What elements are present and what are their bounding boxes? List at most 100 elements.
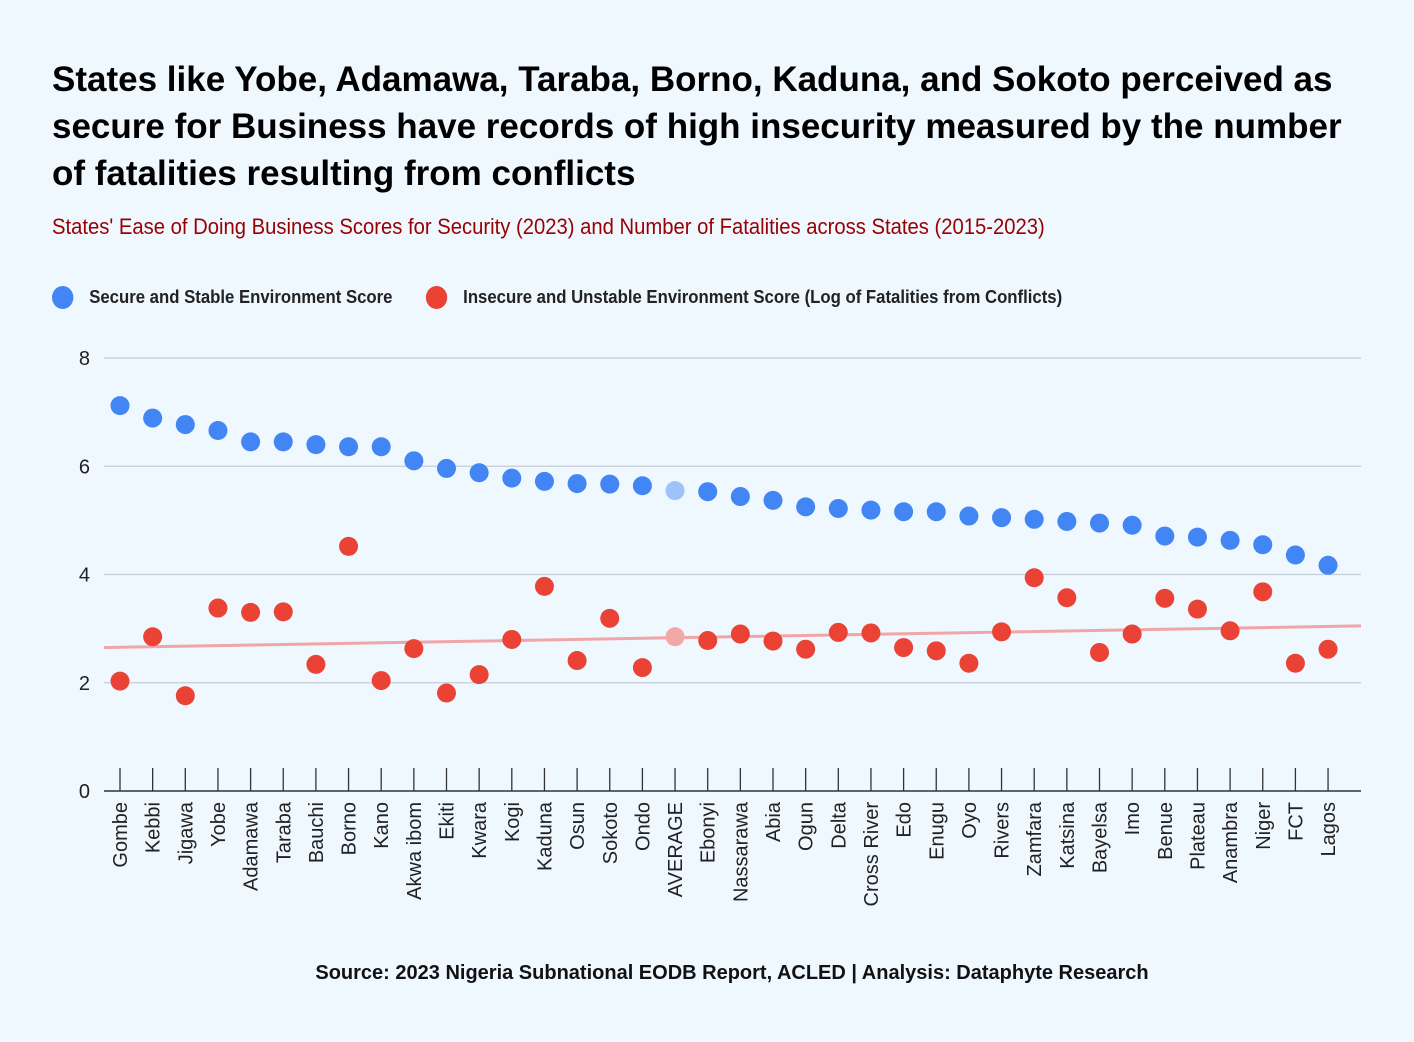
x-tick-label: Bayelsa xyxy=(1090,801,1112,873)
secure-point-katsina xyxy=(1057,511,1077,531)
insecure-point-nassarawa xyxy=(730,624,750,644)
secure-point-gombe xyxy=(110,396,130,416)
insecure-point-yobe xyxy=(208,598,228,618)
secure-point-fct xyxy=(1285,545,1305,565)
secure-point-kwara xyxy=(469,463,489,483)
secure-point-bayelsa xyxy=(1090,513,1109,533)
secure-point-ebonyi xyxy=(698,482,718,502)
legend: Secure and Stable Environment Score Inse… xyxy=(52,282,1096,312)
insecure-point-katsina xyxy=(1057,588,1077,608)
y-tick-label: 2 xyxy=(79,673,90,695)
x-tick-label: Abia xyxy=(763,801,785,842)
secure-point-kebbi xyxy=(143,408,163,428)
secure-point-anambra xyxy=(1220,530,1240,550)
insecure-point-average xyxy=(665,627,685,647)
x-tick-label: Kogi xyxy=(502,802,524,842)
legend-label-secure: Secure and Stable Environment Score xyxy=(89,286,393,307)
secure-point-niger xyxy=(1253,535,1273,555)
secure-point-enugu xyxy=(926,502,946,522)
insecure-point-rivers xyxy=(992,622,1012,642)
x-tick-label: Rivers xyxy=(992,802,1014,859)
insecure-point-bayelsa xyxy=(1090,642,1109,662)
x-tick-label: Taraba xyxy=(273,801,295,863)
y-tick-label: 6 xyxy=(79,456,90,478)
secure-point-jigawa xyxy=(175,415,195,435)
insecure-point-oyo xyxy=(959,653,979,673)
insecure-point-akwa-ibom xyxy=(404,639,424,659)
insecure-point-ebonyi xyxy=(698,631,718,651)
x-tick-label: Ebonyi xyxy=(698,802,720,863)
x-tick-label: Enugu xyxy=(926,802,948,860)
legend-item-secure: Secure and Stable Environment Score xyxy=(52,285,393,309)
secure-point-benue xyxy=(1155,526,1175,546)
secure-point-lagos xyxy=(1318,555,1338,575)
x-tick-label: Borno xyxy=(339,802,361,855)
insecure-point-abia xyxy=(763,631,783,651)
x-tick-label: Ekiti xyxy=(437,802,459,840)
insecure-point-cross-river xyxy=(861,623,881,643)
insecure-point-zamfara xyxy=(1024,568,1044,588)
insecure-point-jigawa xyxy=(175,686,195,706)
insecure-point-osun xyxy=(567,651,587,671)
insecure-point-kano xyxy=(371,671,391,691)
insecure-point-sokoto xyxy=(600,608,620,628)
x-tick-label: Oyo xyxy=(959,802,981,839)
x-tick-label: Zamfara xyxy=(1024,801,1046,876)
x-tick-label: Bauchi xyxy=(306,802,328,863)
secure-point-kano xyxy=(371,437,391,457)
insecure-point-benue xyxy=(1155,588,1175,608)
secure-point-zamfara xyxy=(1024,509,1044,529)
insecure-point-imo xyxy=(1122,624,1142,644)
secure-point-oyo xyxy=(959,506,979,526)
insecure-point-ondo xyxy=(632,658,652,678)
x-tick-label: Edo xyxy=(894,802,916,838)
secure-point-yobe xyxy=(208,421,228,441)
source-note: Source: 2023 Nigeria Subnational EODB Re… xyxy=(315,962,1149,984)
legend-marker-insecure xyxy=(425,285,448,309)
insecure-point-kwara xyxy=(469,665,489,685)
y-tick-label: 8 xyxy=(79,348,90,370)
chart-title: States like Yobe, Adamawa, Taraba, Borno… xyxy=(52,60,1342,193)
secure-point-abia xyxy=(763,490,783,510)
secure-point-osun xyxy=(567,474,587,494)
insecure-point-kebbi xyxy=(143,627,163,647)
x-tick-label: Kano xyxy=(371,802,393,849)
x-tick-label: Gombe xyxy=(110,802,132,868)
x-tick-label: Anambra xyxy=(1220,801,1242,883)
x-tick-label: Katsina xyxy=(1057,801,1079,869)
insecure-point-enugu xyxy=(926,641,946,661)
x-tick-label: Cross River xyxy=(861,802,883,907)
chart-subtitle: States' Ease of Doing Business Scores fo… xyxy=(52,214,1045,239)
insecure-point-ekiti xyxy=(437,683,456,703)
x-tick-label: Delta xyxy=(828,801,850,849)
insecure-point-fct xyxy=(1285,653,1305,673)
secure-point-ekiti xyxy=(437,458,456,478)
secure-point-sokoto xyxy=(600,474,620,494)
x-tick-label: Ondo xyxy=(632,802,654,851)
insecure-point-plateau xyxy=(1187,599,1207,619)
insecure-point-bauchi xyxy=(306,654,326,674)
data-points xyxy=(110,396,1338,706)
x-tick-label: Yobe xyxy=(208,802,230,847)
insecure-point-borno xyxy=(339,536,359,556)
secure-point-borno xyxy=(339,437,359,457)
x-tick-label: Benue xyxy=(1155,802,1177,860)
insecure-point-adamawa xyxy=(241,602,261,622)
x-tick-label: Imo xyxy=(1122,802,1144,835)
secure-point-delta xyxy=(828,498,848,518)
x-tick-label: Kwara xyxy=(469,801,491,859)
x-tick-label: AVERAGE xyxy=(665,802,687,897)
x-tick-label: Ogun xyxy=(796,802,818,851)
insecure-point-lagos xyxy=(1318,639,1338,659)
x-tick-label: Nassarawa xyxy=(730,801,752,902)
y-tick-label: 4 xyxy=(79,565,90,587)
secure-point-taraba xyxy=(273,432,293,452)
x-tick-label: FCT xyxy=(1285,802,1307,841)
secure-point-akwa-ibom xyxy=(404,451,424,471)
secure-point-kaduna xyxy=(534,471,554,491)
legend-item-insecure: Insecure and Unstable Environment Score … xyxy=(425,285,1063,309)
legend-label-insecure: Insecure and Unstable Environment Score … xyxy=(463,286,1063,307)
x-tick-label: Kaduna xyxy=(534,801,556,871)
y-tick-label: 0 xyxy=(79,781,90,803)
